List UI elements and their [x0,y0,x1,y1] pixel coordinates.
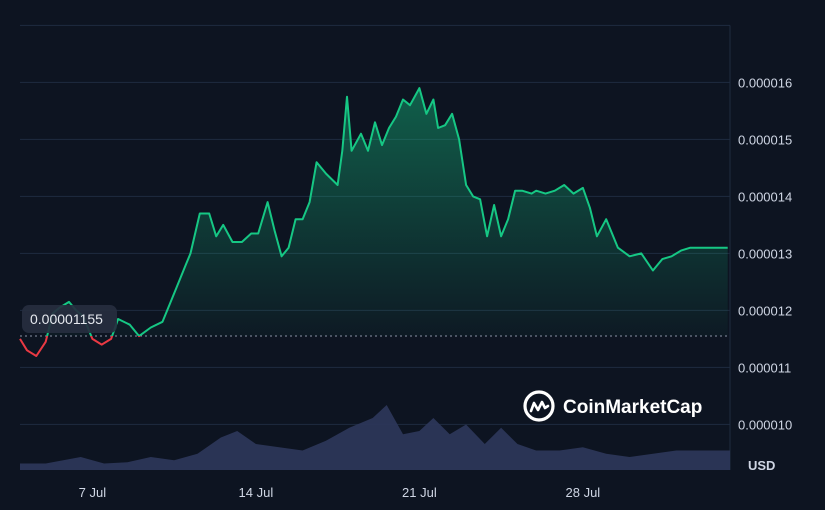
volume-area [20,405,730,470]
coinmarketcap-logo-icon [523,390,555,422]
y-tick-label: 0.000015 [738,132,792,147]
currency-label: USD [748,458,775,473]
price-line-layer [19,87,728,357]
reference-price-label: 0.00001155 [30,311,103,327]
reference-price-badge: 0.00001155 [22,305,117,333]
y-tick-label: 0.000012 [738,303,792,318]
y-axis-ticks: 0.000010 0.000011 0.000012 0.000013 0.000014… [738,75,792,432]
x-axis-ticks: 7 Jul 14 Jul 21 Jul 28 Jul [79,485,601,500]
y-tick-label: 0.000014 [738,189,792,204]
coinmarketcap-watermark: CoinMarketCap [523,390,702,422]
x-tick-label: 21 Jul [402,485,437,500]
x-tick-label: 14 Jul [239,485,274,500]
brand-name: CoinMarketCap [563,397,702,418]
y-tick-label: 0.000011 [738,360,791,375]
price-line-up [46,87,728,337]
price-area-fill [47,88,728,337]
volume-bars-layer [20,405,730,470]
y-tick-label: 0.000010 [738,417,792,432]
y-tick-label: 0.000013 [738,246,792,261]
x-tick-label: 28 Jul [566,485,601,500]
price-area-layer [47,88,728,337]
x-tick-label: 7 Jul [79,485,107,500]
y-tick-label: 0.000016 [738,75,792,90]
